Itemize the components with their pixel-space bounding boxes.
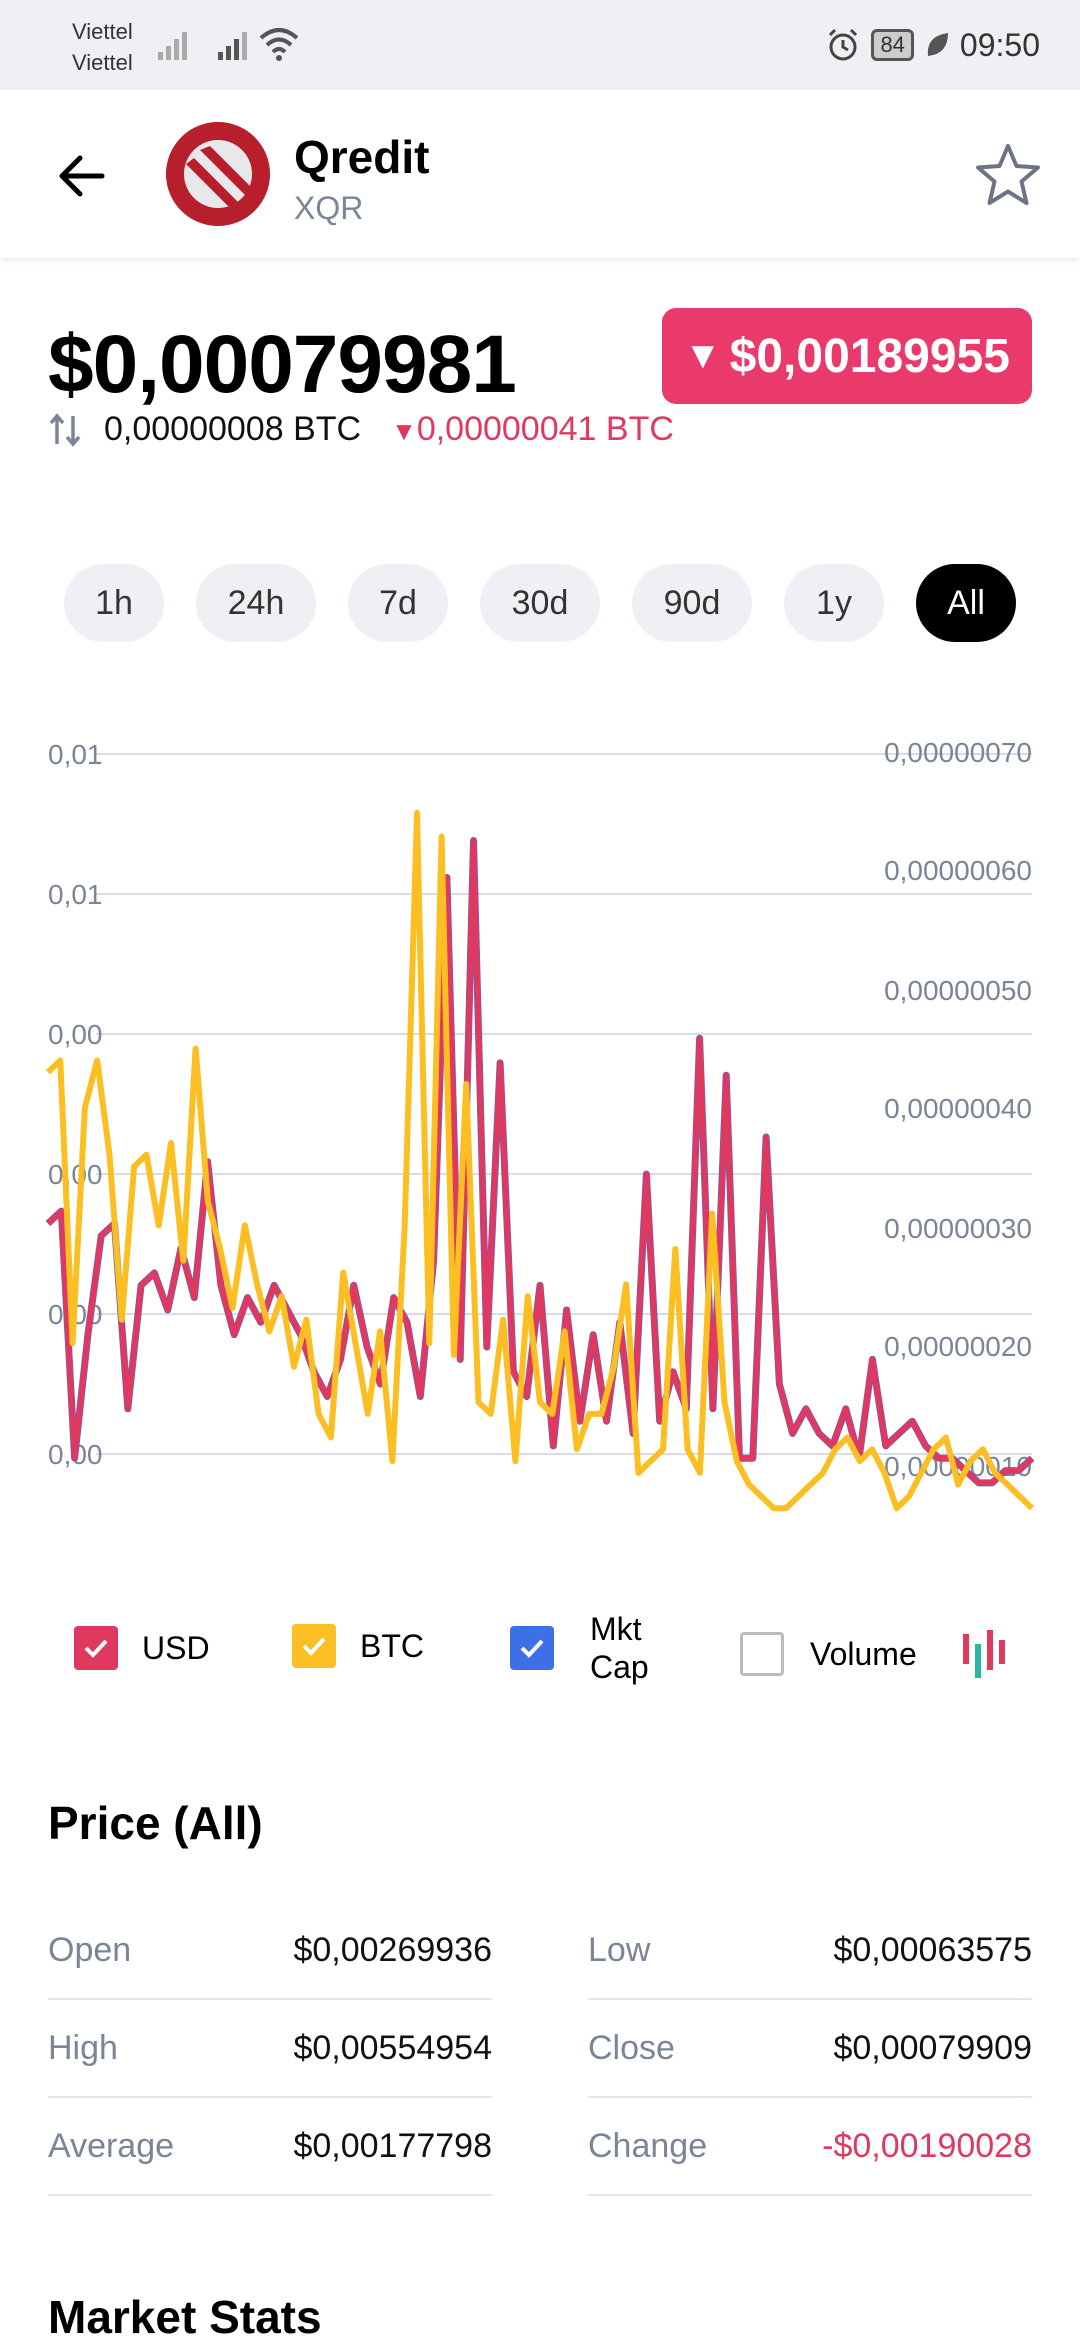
stat-open-label: Open — [48, 1930, 132, 1969]
triangle-down-icon: ▼ — [684, 334, 722, 377]
period-selector: 1h 24h 7d 30d 90d 1y All — [64, 564, 1016, 642]
price-change-value: $0,00189955 — [729, 329, 1010, 383]
stat-change-value: -$0,00190028 — [822, 2126, 1032, 2165]
candlestick-icon[interactable] — [959, 1626, 1013, 1682]
btc-change: ▼0,00000041 BTC — [391, 410, 674, 449]
stat-change: Change -$0,00190028 — [588, 2098, 1032, 2196]
stat-change-label: Change — [588, 2126, 708, 2165]
legend-mktcap-label: Mkt Cap — [590, 1610, 649, 1686]
check-icon — [302, 1637, 326, 1656]
stat-low-value: $0,00063575 — [833, 1930, 1032, 1969]
right-axis-tick: 0,00000020 — [884, 1331, 1032, 1362]
volume-checkbox[interactable] — [740, 1632, 784, 1676]
legend-usd-label: USD — [142, 1629, 210, 1666]
stat-high: High $0,00554954 — [48, 2000, 492, 2098]
series-line-usd — [45, 837, 1035, 1486]
mktcap-checkbox[interactable] — [510, 1626, 554, 1670]
stat-low-label: Low — [588, 1930, 651, 1969]
period-1h[interactable]: 1h — [64, 564, 164, 642]
price-change-badge: ▼ $0,00189955 — [662, 308, 1032, 404]
check-icon — [520, 1639, 544, 1658]
stat-average: Average $0,00177798 — [48, 2098, 492, 2196]
current-price: $0,00079981 — [48, 319, 517, 410]
stat-open: Open $0,00269936 — [48, 1902, 492, 2000]
right-axis-tick: 0,00000040 — [884, 1093, 1032, 1124]
period-24h[interactable]: 24h — [196, 564, 316, 642]
legend-mktcap-line2: Cap — [590, 1649, 649, 1685]
alarm-icon — [829, 28, 858, 61]
right-axis-tick: 0,00000070 — [884, 737, 1032, 768]
price-chart[interactable]: 0,010,010,000,000,000,000,000000700,0000… — [0, 720, 1080, 1540]
period-90d[interactable]: 90d — [632, 564, 752, 642]
carrier-labels: Viettel Viettel — [72, 16, 133, 78]
btc-price: 0,00000008 BTC — [104, 410, 362, 448]
triangle-down-icon: ▼ — [391, 416, 417, 446]
stat-high-label: High — [48, 2028, 118, 2067]
period-30d[interactable]: 30d — [480, 564, 600, 642]
period-all[interactable]: All — [916, 564, 1016, 642]
coin-logo — [166, 122, 270, 226]
qredit-logo-icon — [166, 122, 270, 226]
stat-average-value: $0,00177798 — [293, 2126, 492, 2165]
left-axis-tick: 0,01 — [48, 879, 103, 910]
right-axis-tick: 0,00000050 — [884, 975, 1032, 1006]
signal-icon — [218, 32, 247, 60]
legend-mktcap-line1: Mkt — [590, 1611, 642, 1647]
stat-high-value: $0,00554954 — [293, 2028, 492, 2067]
stat-close: Close $0,00079909 — [588, 2000, 1032, 2098]
stat-average-label: Average — [48, 2126, 175, 2165]
period-7d[interactable]: 7d — [348, 564, 448, 642]
carrier-2: Viettel — [72, 50, 133, 75]
right-axis-tick: 0,00000030 — [884, 1213, 1032, 1244]
swap-arrows-icon[interactable] — [48, 412, 82, 448]
legend-btc[interactable]: BTC — [292, 1624, 424, 1668]
stat-close-label: Close — [588, 2028, 675, 2067]
legend-usd[interactable]: USD — [74, 1626, 210, 1670]
usd-checkbox[interactable] — [74, 1626, 118, 1670]
left-axis-tick: 0,01 — [48, 739, 103, 770]
signal-icon — [158, 32, 187, 60]
leaf-icon — [927, 33, 948, 56]
right-axis-tick: 0,00000060 — [884, 855, 1032, 886]
legend-mktcap[interactable]: Mkt Cap — [510, 1610, 649, 1686]
btc-price-row: 0,00000008 BTC ▼0,00000041 BTC — [48, 410, 674, 449]
carrier-1: Viettel — [72, 19, 133, 44]
stat-low: Low $0,00063575 — [588, 1902, 1032, 2000]
series-line-btc — [45, 809, 1035, 1512]
wifi-icon — [259, 28, 299, 61]
star-outline-icon[interactable] — [972, 140, 1044, 212]
coin-symbol: XQR — [294, 190, 364, 226]
period-1y[interactable]: 1y — [784, 564, 884, 642]
legend-btc-label: BTC — [360, 1627, 424, 1664]
market-stats-title: Market Stats — [48, 2291, 322, 2343]
app-header: Qredit XQR — [0, 90, 1080, 258]
arrow-left-icon[interactable] — [52, 146, 112, 206]
check-icon — [84, 1639, 108, 1658]
legend-volume[interactable]: Volume — [740, 1626, 1013, 1682]
stat-close-value: $0,00079909 — [833, 2028, 1032, 2067]
price-all-title: Price (All) — [48, 1797, 263, 1849]
clock: 09:50 — [959, 26, 1040, 63]
battery-indicator: 84 — [871, 29, 914, 61]
btc-checkbox[interactable] — [292, 1624, 336, 1668]
chart-legend: USD BTC Mkt Cap Volume — [0, 1600, 1080, 1700]
status-right: 84 09:50 — [825, 24, 1040, 66]
left-axis-tick: 0,00 — [48, 1159, 103, 1190]
status-bar: Viettel Viettel 84 09:50 — [0, 0, 1080, 90]
btc-change-value: 0,00000041 BTC — [416, 410, 674, 448]
left-axis-tick: 0,00 — [48, 1019, 103, 1050]
legend-volume-label: Volume — [810, 1635, 917, 1672]
stat-open-value: $0,00269936 — [293, 1930, 492, 1969]
coin-name: Qredit — [294, 131, 430, 183]
